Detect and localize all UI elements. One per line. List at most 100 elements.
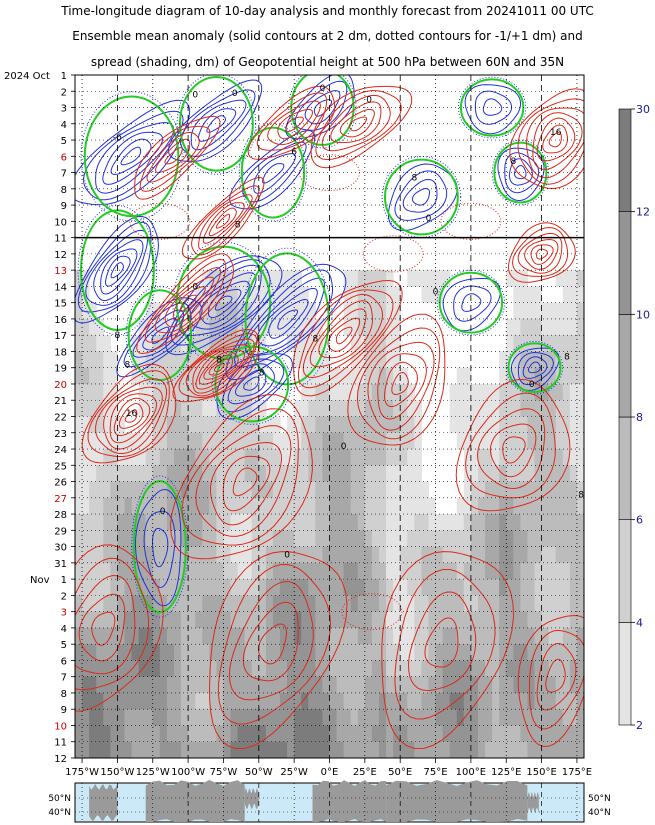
spread-cell xyxy=(272,709,281,727)
spread-cell xyxy=(103,481,111,499)
spread-cell xyxy=(237,692,246,710)
spread-cell xyxy=(357,367,366,385)
spread-cell xyxy=(386,741,394,758)
spread-cell xyxy=(336,709,345,727)
spread-cell xyxy=(499,692,507,710)
spread-cell xyxy=(336,432,345,450)
spread-cell xyxy=(548,725,557,743)
spread-cell xyxy=(322,465,331,483)
spread-cell xyxy=(477,676,486,694)
spread-cell xyxy=(541,432,550,450)
spread-cell xyxy=(244,709,253,727)
positive-contour xyxy=(164,276,215,328)
spread-cell xyxy=(209,562,217,580)
spread-cell xyxy=(145,432,154,450)
negative-contour xyxy=(522,356,548,379)
spread-cell xyxy=(555,335,564,353)
positive-contour xyxy=(228,581,314,701)
spread-cell xyxy=(124,562,133,580)
spread-cell xyxy=(386,595,394,613)
spread-cell xyxy=(322,351,331,369)
spread-cell xyxy=(272,627,281,645)
spread-cell xyxy=(145,579,154,596)
spread-cell xyxy=(350,627,359,645)
positive-contour xyxy=(103,386,163,450)
spread-cell xyxy=(378,611,387,629)
x-tick-label: 75°W xyxy=(210,767,238,778)
dotted-contour xyxy=(241,247,333,391)
spread-cell xyxy=(520,741,529,758)
y-day-label: 24 xyxy=(54,445,67,456)
spread-cell xyxy=(251,709,260,727)
spread-cell xyxy=(463,562,472,580)
spread-cell xyxy=(576,367,584,385)
spread-cell xyxy=(470,709,479,727)
spread-cell xyxy=(117,692,126,710)
spread-cell xyxy=(569,627,578,645)
spread-cell xyxy=(485,579,493,596)
spread-cell xyxy=(499,579,507,596)
spread-cell xyxy=(576,644,584,662)
spread-cell xyxy=(350,416,359,434)
spread-cell xyxy=(195,286,203,304)
spread-cell xyxy=(386,432,394,450)
spread-cell xyxy=(280,562,288,580)
spread-cell xyxy=(251,676,260,694)
spread-cell xyxy=(287,497,295,515)
spread-cell xyxy=(202,416,210,434)
spread-cell xyxy=(463,644,472,662)
spread-cell xyxy=(534,400,543,418)
y-day-label: 2 xyxy=(61,591,67,602)
positive-contour xyxy=(489,423,537,478)
spread-cell xyxy=(492,562,500,580)
spread-cell xyxy=(499,725,507,743)
contour-value-label: 0 xyxy=(192,91,198,101)
spread-cell xyxy=(534,562,543,580)
spread-cell xyxy=(265,416,274,434)
spread-cell xyxy=(442,595,451,613)
spread-cell xyxy=(350,562,359,580)
spread-cell xyxy=(188,741,196,758)
y-day-label: 26 xyxy=(54,478,67,489)
spread-cell xyxy=(145,514,154,531)
spread-cell xyxy=(301,692,309,710)
spread-cell xyxy=(527,318,536,336)
spread-cell xyxy=(173,351,182,369)
spread-cell xyxy=(463,465,472,483)
spread-cell xyxy=(386,318,394,336)
spread-cell xyxy=(209,497,217,515)
spread-cell xyxy=(386,465,394,483)
spread-cell xyxy=(357,676,366,694)
spread-cell xyxy=(131,481,140,499)
positive-contour xyxy=(517,232,563,274)
spread-cell xyxy=(492,676,500,694)
spread-cell xyxy=(82,546,90,564)
spread-cell xyxy=(173,644,182,662)
spread-cell xyxy=(414,725,422,743)
spread-cell xyxy=(237,449,246,466)
spread-cell xyxy=(364,449,373,466)
spread-cell xyxy=(82,351,90,369)
spread-cell xyxy=(209,432,217,450)
spread-cell xyxy=(357,546,366,564)
spread-cell xyxy=(258,514,267,531)
spread-cell xyxy=(562,709,571,727)
spread-cell xyxy=(138,351,147,369)
spread-cell xyxy=(456,416,465,434)
spread-cell xyxy=(548,302,557,320)
spread-cell xyxy=(209,514,217,531)
spread-cell xyxy=(428,562,437,580)
spread-cell xyxy=(138,400,147,418)
spread-cell xyxy=(343,579,352,596)
spread-cell xyxy=(470,611,479,629)
spread-cell xyxy=(350,741,359,758)
spread-cell xyxy=(456,383,465,401)
negative-contour xyxy=(151,326,170,344)
spread-cell xyxy=(265,595,274,613)
spread-cell xyxy=(477,709,486,727)
spread-cell xyxy=(329,692,338,710)
spread-cell xyxy=(492,383,500,401)
spread-cell xyxy=(329,611,338,629)
spread-cell xyxy=(145,481,154,499)
spread-cell xyxy=(287,286,295,304)
